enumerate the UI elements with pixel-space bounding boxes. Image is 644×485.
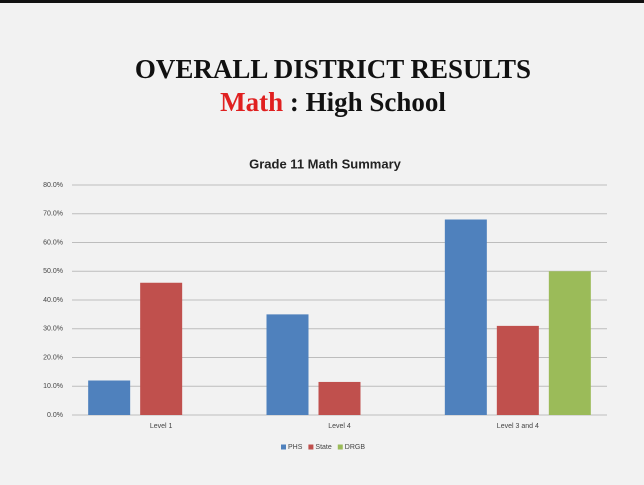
subtitle-rest: : High School	[290, 87, 447, 117]
x-tick-label: Level 4	[328, 423, 351, 430]
y-tick-label: 70.0%	[43, 211, 63, 218]
bar	[318, 381, 361, 415]
legend-swatch	[281, 444, 286, 450]
y-tick-label: 40.0%	[43, 297, 63, 304]
y-tick-label: 60.0%	[43, 239, 63, 246]
subtitle-highlight: Math	[220, 87, 283, 117]
y-tick-label: 20.0%	[43, 354, 63, 361]
bar	[496, 325, 539, 415]
bar	[266, 314, 309, 415]
slide-subtitle: Math : High School	[220, 87, 446, 117]
chart-title: Grade 11 Math Summary	[249, 156, 401, 171]
legend-label: State	[315, 444, 331, 451]
bar	[444, 219, 487, 415]
y-tick-label: 10.0%	[43, 383, 63, 390]
bar	[548, 271, 591, 415]
y-tick-label: 50.0%	[43, 268, 63, 275]
legend-swatch	[308, 444, 314, 450]
x-tick-label: Level 1	[150, 423, 173, 430]
y-tick-label: 80.0%	[43, 182, 63, 189]
legend-label: PHS	[288, 444, 303, 451]
x-tick-label: Level 3 and 4	[497, 423, 539, 430]
bar	[88, 380, 131, 415]
legend-label: DRGB	[345, 444, 366, 451]
slide-title: OVERALL DISTRICT RESULTS	[135, 54, 531, 84]
top-border	[0, 0, 644, 3]
y-tick-label: 0.0%	[47, 412, 63, 419]
bar	[140, 282, 183, 415]
legend-swatch	[337, 444, 343, 450]
y-tick-label: 30.0%	[43, 326, 63, 333]
